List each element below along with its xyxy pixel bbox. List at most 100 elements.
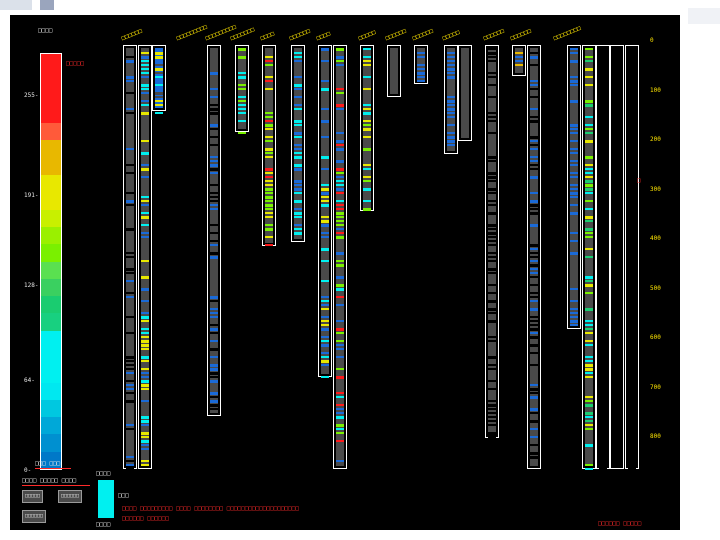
core-stripe	[238, 48, 246, 51]
core-stripe	[488, 180, 496, 182]
core-stripe	[488, 300, 496, 303]
legend-tick: 0-	[24, 467, 32, 474]
core-stripe	[530, 308, 538, 311]
core-stripe	[585, 404, 593, 407]
depth-label: 800	[650, 433, 661, 440]
core-stripe	[599, 140, 607, 142]
core-stripe	[336, 356, 344, 358]
core-stripe	[585, 340, 593, 342]
core-column	[444, 45, 458, 154]
core-stripe	[294, 188, 302, 191]
core-stripe	[126, 192, 134, 194]
core-stripe	[126, 196, 134, 198]
core-stripe	[570, 188, 578, 190]
control-button-b[interactable]: □□□□□□	[58, 490, 83, 503]
core-stripe	[336, 64, 344, 66]
core-stripe	[570, 192, 578, 195]
core-stripe	[599, 180, 607, 182]
core-stripe	[363, 48, 371, 50]
core-stripe	[530, 116, 538, 118]
core-stripe	[417, 76, 425, 78]
core-stripe	[265, 140, 273, 142]
core-stripe	[488, 96, 496, 98]
knob-slider[interactable]	[98, 480, 114, 518]
core-stripe	[210, 240, 218, 242]
core-stripe	[613, 160, 621, 162]
core-stripe	[321, 80, 329, 82]
core-stripe	[141, 88, 149, 90]
core-stripe	[126, 344, 134, 346]
core-column-fill	[488, 48, 496, 438]
core-stripe	[238, 88, 246, 90]
depth-label: 100	[650, 86, 661, 94]
core-stripe	[321, 340, 329, 342]
core-stripe	[336, 284, 344, 287]
core-stripe	[599, 352, 607, 354]
core-stripe	[336, 408, 344, 410]
core-stripe	[613, 268, 621, 270]
core-stripe	[336, 172, 344, 174]
core-stripe	[599, 100, 607, 103]
core-stripe	[321, 248, 329, 251]
core-stripe	[628, 400, 636, 402]
core-stripe	[141, 104, 149, 106]
core-stripe	[141, 432, 149, 435]
core-stripe	[613, 204, 621, 206]
core-stripe	[570, 84, 578, 86]
core-stripe	[530, 84, 538, 86]
core-stripe	[613, 296, 621, 299]
control-button-a[interactable]: □□□□□	[22, 490, 44, 503]
core-stripe	[336, 288, 344, 291]
core-stripe	[530, 436, 538, 438]
core-column	[207, 45, 221, 416]
core-stripe	[613, 372, 621, 374]
core-stripe	[628, 212, 636, 214]
core-stripe	[321, 304, 329, 306]
control-button-c[interactable]: □□□□□□	[22, 510, 47, 523]
core-stripe	[336, 260, 344, 262]
core-stripe	[126, 200, 134, 203]
core-stripe	[141, 60, 149, 62]
core-stripe	[599, 208, 607, 211]
core-stripe	[613, 120, 621, 122]
core-column-fill	[515, 48, 523, 73]
scale-segment	[41, 313, 61, 332]
core-stripe	[613, 444, 621, 446]
core-stripe	[628, 148, 636, 150]
core-stripe	[126, 248, 134, 250]
core-stripe	[238, 120, 246, 122]
core-stripe	[599, 128, 607, 130]
core-stripe	[613, 156, 621, 158]
core-stripe	[599, 224, 607, 226]
visualization-panel: □□□□ □□□□□ 255- 191- 128- 64- 0- □□□ □□□ □□□…	[10, 15, 680, 530]
core-stripe	[530, 412, 538, 414]
core-stripe	[570, 300, 578, 302]
core-stripe	[585, 308, 593, 311]
core-column	[512, 45, 526, 76]
core-stripe	[210, 204, 218, 206]
core-stripe	[530, 144, 538, 146]
core-stripe	[530, 56, 538, 59]
core-stripe	[141, 344, 149, 347]
core-stripe	[141, 384, 149, 387]
scale-segment	[41, 296, 61, 314]
core-stripe	[628, 352, 636, 355]
core-stripe	[570, 312, 578, 314]
core-stripe	[265, 212, 273, 214]
core-stripe	[238, 56, 246, 59]
core-stripe	[488, 432, 496, 435]
core-stripe	[417, 68, 425, 70]
core-stripe	[570, 196, 578, 198]
core-stripe	[570, 48, 578, 50]
core-stripe	[336, 368, 344, 370]
core-stripe	[570, 324, 578, 326]
core-stripe	[126, 112, 134, 114]
core-stripe	[488, 424, 496, 426]
core-stripe	[336, 160, 344, 163]
core-stripe	[141, 464, 149, 466]
core-stripe	[613, 212, 621, 214]
core-column	[414, 45, 428, 84]
core-stripe	[488, 240, 496, 242]
core-stripe	[570, 232, 578, 234]
core-stripe	[141, 348, 149, 350]
